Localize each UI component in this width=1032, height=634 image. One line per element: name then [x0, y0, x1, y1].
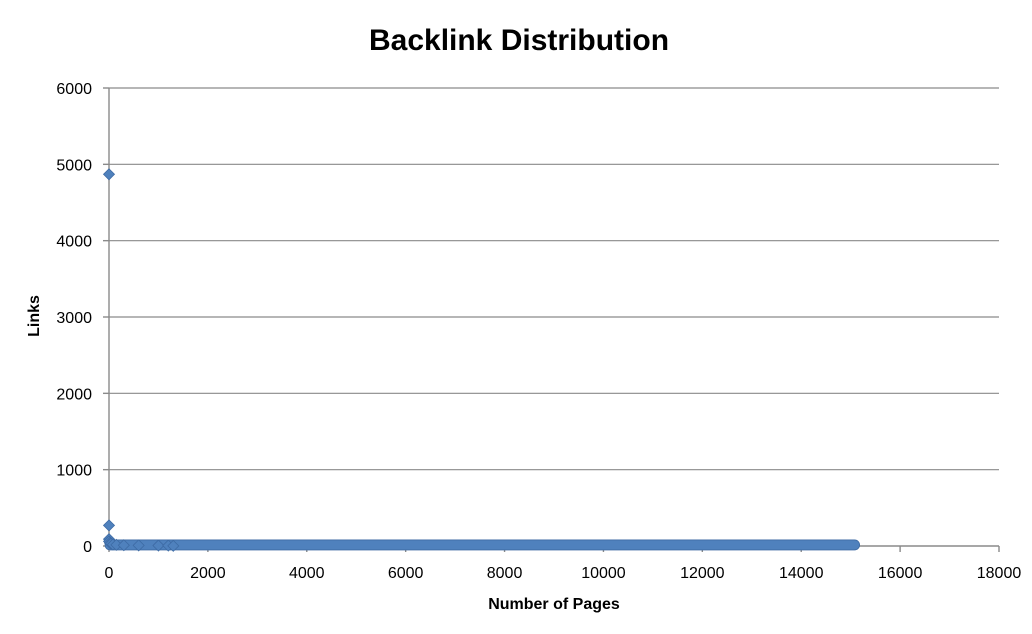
grid-lines: [109, 87, 999, 471]
y-tick-label: 3000: [56, 310, 92, 327]
y-tick-label: 6000: [56, 81, 92, 98]
y-axis-label: Links: [26, 295, 43, 337]
y-tick-label: 2000: [56, 386, 92, 403]
x-tick-label: 10000: [581, 565, 626, 582]
x-axis-label: Number of Pages: [488, 596, 620, 613]
x-tick-label: 18000: [977, 565, 1022, 582]
chart-title: Backlink Distribution: [369, 24, 669, 57]
y-tick-label: 1000: [56, 463, 92, 480]
x-tick-label: 14000: [779, 565, 824, 582]
x-tick-label: 4000: [289, 565, 325, 582]
data-point: [152, 539, 165, 552]
x-tick-label: 8000: [487, 565, 523, 582]
x-tick-label: 0: [105, 565, 114, 582]
y-tick-label: 5000: [56, 157, 92, 174]
axes: 0 1000 2000 3000 4000 5000 6000 0 2000 4000 6000 80…: [56, 81, 1021, 582]
x-tick-label: 12000: [680, 565, 725, 582]
x-tick-label: 16000: [878, 565, 923, 582]
data-point: [132, 539, 145, 552]
data-point: [167, 539, 180, 552]
x-tick-label: 6000: [388, 565, 424, 582]
data-point: [102, 168, 116, 181]
data-series: [102, 168, 861, 552]
data-band: [104, 539, 861, 551]
y-tick-label: 0: [83, 539, 92, 556]
y-tick-label: 4000: [56, 234, 92, 251]
x-tick-label: 2000: [190, 565, 226, 582]
data-point: [117, 539, 130, 552]
data-point: [102, 519, 116, 532]
